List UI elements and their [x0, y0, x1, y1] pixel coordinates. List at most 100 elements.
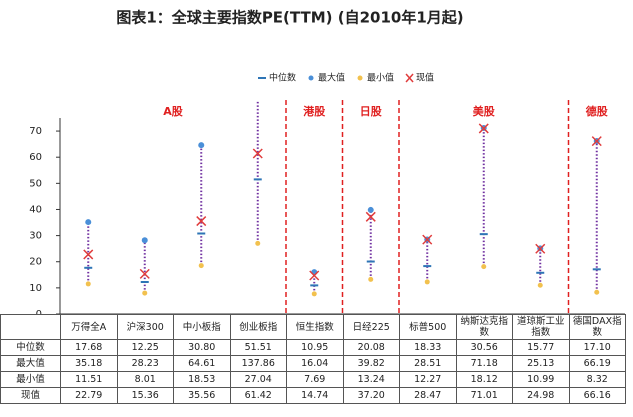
value-cell: 27.04	[229, 371, 287, 388]
value-cell: 8.32	[568, 371, 626, 388]
y-tick-label: 40	[29, 204, 42, 215]
max-mark	[198, 142, 205, 149]
min-mark	[255, 240, 261, 246]
category-label: 万得全A	[60, 314, 118, 340]
value-cell: 28.51	[399, 355, 457, 372]
value-cell: 17.10	[568, 339, 626, 356]
value-cell: 28.23	[116, 355, 174, 372]
row-label: 现值	[0, 387, 61, 404]
current-mark	[535, 243, 546, 254]
min-mark	[424, 279, 430, 285]
value-cell: 24.98	[512, 387, 570, 404]
row-label: 最小值	[0, 371, 61, 388]
value-cell: 11.51	[60, 371, 118, 388]
group-label: 德股	[585, 104, 609, 118]
max-mark	[367, 206, 374, 213]
min-mark	[198, 263, 204, 269]
legend-symbol	[308, 75, 314, 81]
value-cell: 71.01	[455, 387, 513, 404]
category-label: 纳斯达克指数	[455, 314, 513, 340]
value-cell: 137.86	[229, 355, 287, 372]
value-cell: 28.47	[399, 387, 457, 404]
value-cell: 16.04	[286, 355, 344, 372]
legend-label: 最大值	[318, 72, 345, 84]
category-label: 恒生指数	[286, 314, 344, 340]
category-label: 沪深300	[116, 314, 174, 340]
min-mark	[311, 291, 317, 297]
current-mark	[591, 136, 602, 147]
value-cell: 18.12	[455, 371, 513, 388]
value-cell: 12.25	[116, 339, 174, 356]
max-mark	[85, 219, 92, 226]
value-cell: 7.69	[286, 371, 344, 388]
min-mark	[85, 281, 91, 287]
legend-symbol	[357, 75, 363, 81]
y-tick-label: 50	[29, 178, 42, 189]
category-label: 德国DAX指数	[568, 314, 626, 340]
y-tick-label: 20	[29, 257, 42, 268]
category-label: 中小板指	[173, 314, 231, 340]
chart-title: 图表1：全球主要指数PE(TTM) (自2010年1月起)	[116, 9, 463, 27]
table-corner	[0, 314, 61, 340]
value-cell: 37.20	[342, 387, 400, 404]
category-label: 道琼斯工业指数	[512, 314, 570, 340]
group-label: 美股	[473, 104, 496, 118]
current-mark	[139, 268, 150, 279]
group-label: 日股	[360, 105, 383, 118]
plot-area	[83, 100, 602, 297]
current-mark	[365, 211, 376, 222]
value-cell: 8.01	[116, 371, 174, 388]
category-label: 标普500	[399, 314, 457, 340]
value-cell: 13.24	[342, 371, 400, 388]
y-tick-label: 30	[29, 231, 42, 242]
value-cell: 10.99	[512, 371, 570, 388]
value-cell: 64.61	[173, 355, 231, 372]
value-cell: 17.68	[60, 339, 118, 356]
value-cell: 10.95	[286, 339, 344, 356]
value-cell: 18.33	[399, 339, 457, 356]
value-cell: 14.74	[286, 387, 344, 404]
group-label: A股	[163, 105, 184, 118]
value-cell: 66.16	[568, 387, 626, 404]
value-cell: 61.42	[229, 387, 287, 404]
group-label: 港股	[303, 104, 326, 118]
value-cell: 25.13	[512, 355, 570, 372]
current-mark	[252, 148, 263, 159]
current-mark	[422, 234, 433, 245]
value-cell: 30.56	[455, 339, 513, 356]
row-label: 最大值	[0, 355, 61, 372]
current-mark	[478, 123, 489, 134]
legend-symbol	[405, 73, 414, 83]
value-cell: 35.56	[173, 387, 231, 404]
min-mark	[594, 289, 600, 295]
legend-label: 最小值	[367, 72, 394, 84]
value-cell: 71.18	[455, 355, 513, 372]
current-mark	[196, 216, 207, 227]
value-cell: 20.08	[342, 339, 400, 356]
min-mark	[142, 290, 148, 296]
y-tick-label: 10	[29, 283, 42, 294]
y-tick-label: 70	[29, 126, 42, 137]
value-cell: 51.51	[229, 339, 287, 356]
value-cell: 15.36	[116, 387, 174, 404]
value-cell: 66.19	[568, 355, 626, 372]
category-label: 创业板指	[229, 314, 287, 340]
value-cell: 30.80	[173, 339, 231, 356]
y-tick-label: 60	[29, 152, 42, 163]
value-cell: 39.82	[342, 355, 400, 372]
min-mark	[368, 276, 374, 282]
legend-label: 中位数	[269, 72, 296, 84]
value-cell: 12.27	[399, 371, 457, 388]
row-label: 中位数	[0, 339, 61, 356]
current-mark	[309, 270, 320, 281]
max-mark	[141, 237, 148, 244]
current-mark	[83, 249, 94, 260]
min-mark	[537, 282, 543, 288]
value-cell: 35.18	[60, 355, 118, 372]
value-cell: 15.77	[512, 339, 570, 356]
legend-label: 现值	[416, 72, 434, 84]
min-mark	[481, 264, 487, 270]
category-label: 日经225	[342, 314, 400, 340]
